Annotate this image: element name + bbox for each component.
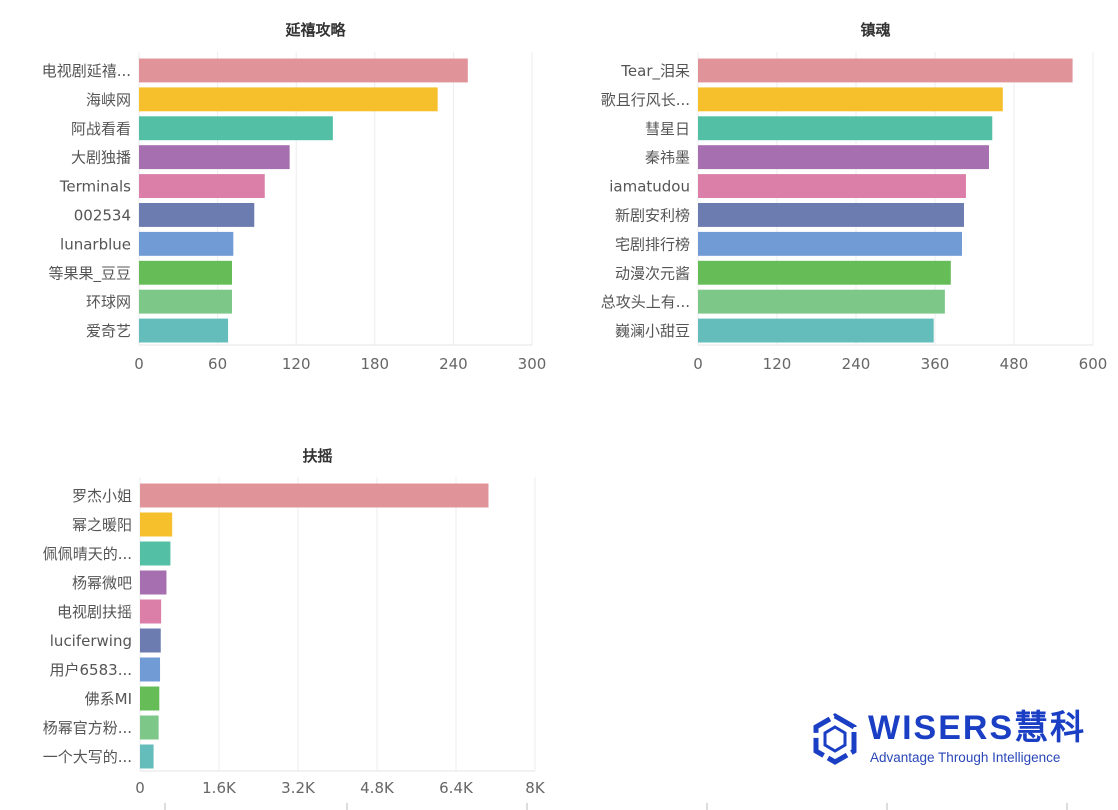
bar [140,628,161,653]
x-tick-label: 240 [842,355,871,373]
bar [139,145,290,170]
x-tick-label: 3.2K [281,779,316,797]
x-tick-label: 0 [134,355,144,373]
bar [698,289,945,314]
bar [698,260,951,285]
category-label: 爱奇艺 [86,322,131,340]
category-label: 杨幂微吧 [72,574,132,592]
category-label: 宅剧排行榜 [615,235,690,253]
category-label: 佛系MI [85,690,132,708]
x-tick-label: 360 [921,355,950,373]
bar [140,686,160,711]
bar [139,260,233,285]
bar [140,570,167,595]
bar [139,174,265,198]
logo-brand: WISERS慧科 [868,709,1087,747]
category-label: 大剧独播 [71,149,131,167]
x-tick-label: 0 [693,355,703,373]
category-label: 阿战看看 [71,120,131,138]
category-label: 幂之暖阳 [72,516,132,534]
bar [140,715,159,740]
x-tick-label: 120 [763,355,792,373]
category-label: Tear_泪呆 [620,62,690,81]
x-tick-label: 240 [439,355,468,373]
bar [139,58,468,83]
x-tick-label: 480 [1000,355,1029,373]
bar [698,87,1003,112]
bar [139,231,234,256]
bar [139,203,255,227]
category-label: 用户6583... [50,661,132,679]
category-label: 电视剧扶摇 [57,603,132,621]
bar [139,87,438,112]
bar [698,58,1073,83]
bar [139,289,233,314]
category-label: 秦祎墨 [645,149,690,167]
category-label: 环球网 [86,293,131,311]
bar [698,203,964,227]
bar [698,145,989,170]
x-tick-label: 120 [282,355,311,373]
x-tick-label: 180 [360,355,389,373]
bar [698,116,993,141]
chart-title: 延禧攻略 [284,21,346,39]
logo-tagline: Advantage Through Intelligence [870,750,1061,765]
x-tick-label: 1.6K [202,779,237,797]
bar [140,483,489,508]
bar [698,231,962,256]
bar [140,512,173,537]
category-label: 罗杰小姐 [72,487,132,505]
category-label: 彗星日 [645,120,690,138]
bar [140,657,161,682]
category-label: 巍澜小甜豆 [615,322,690,340]
category-label: iamatudou [609,178,690,196]
category-label: 动漫次元酱 [615,264,690,282]
category-label: 新剧安利榜 [615,206,690,224]
category-label: luciferwing [50,632,132,650]
category-label: 一个大写的... [43,748,132,766]
category-label: 002534 [74,206,131,224]
category-label: 佩佩晴天的... [43,545,132,563]
x-tick-label: 0 [135,779,145,797]
category-label: 杨幂官方粉... [43,719,132,737]
x-tick-label: 300 [518,355,547,373]
x-tick-label: 6.4K [439,779,474,797]
chart-title: 扶摇 [302,447,332,465]
chart-title: 镇魂 [860,21,890,39]
wisers-logo: WISERS慧科 Advantage Through Intelligence [808,710,1108,770]
category-label: 歌且行风长... [601,91,690,109]
x-tick-label: 600 [1079,355,1108,373]
bar [698,318,934,343]
bar [698,174,966,198]
category-label: lunarblue [60,235,131,253]
bar [140,541,171,566]
wisers-hexagon-icon [813,713,857,765]
bar [139,116,333,141]
bar [140,599,162,624]
category-label: 电视剧延禧... [42,62,131,80]
x-tick-label: 8K [525,779,546,797]
x-tick-label: 4.8K [360,779,395,797]
category-label: 海峡网 [86,91,131,109]
category-label: 等果果_豆豆 [48,264,131,283]
x-tick-label: 60 [208,355,227,373]
category-label: Terminals [59,178,131,196]
bar [139,318,229,343]
category-label: 总攻头上有... [601,293,690,311]
bar [140,744,154,769]
